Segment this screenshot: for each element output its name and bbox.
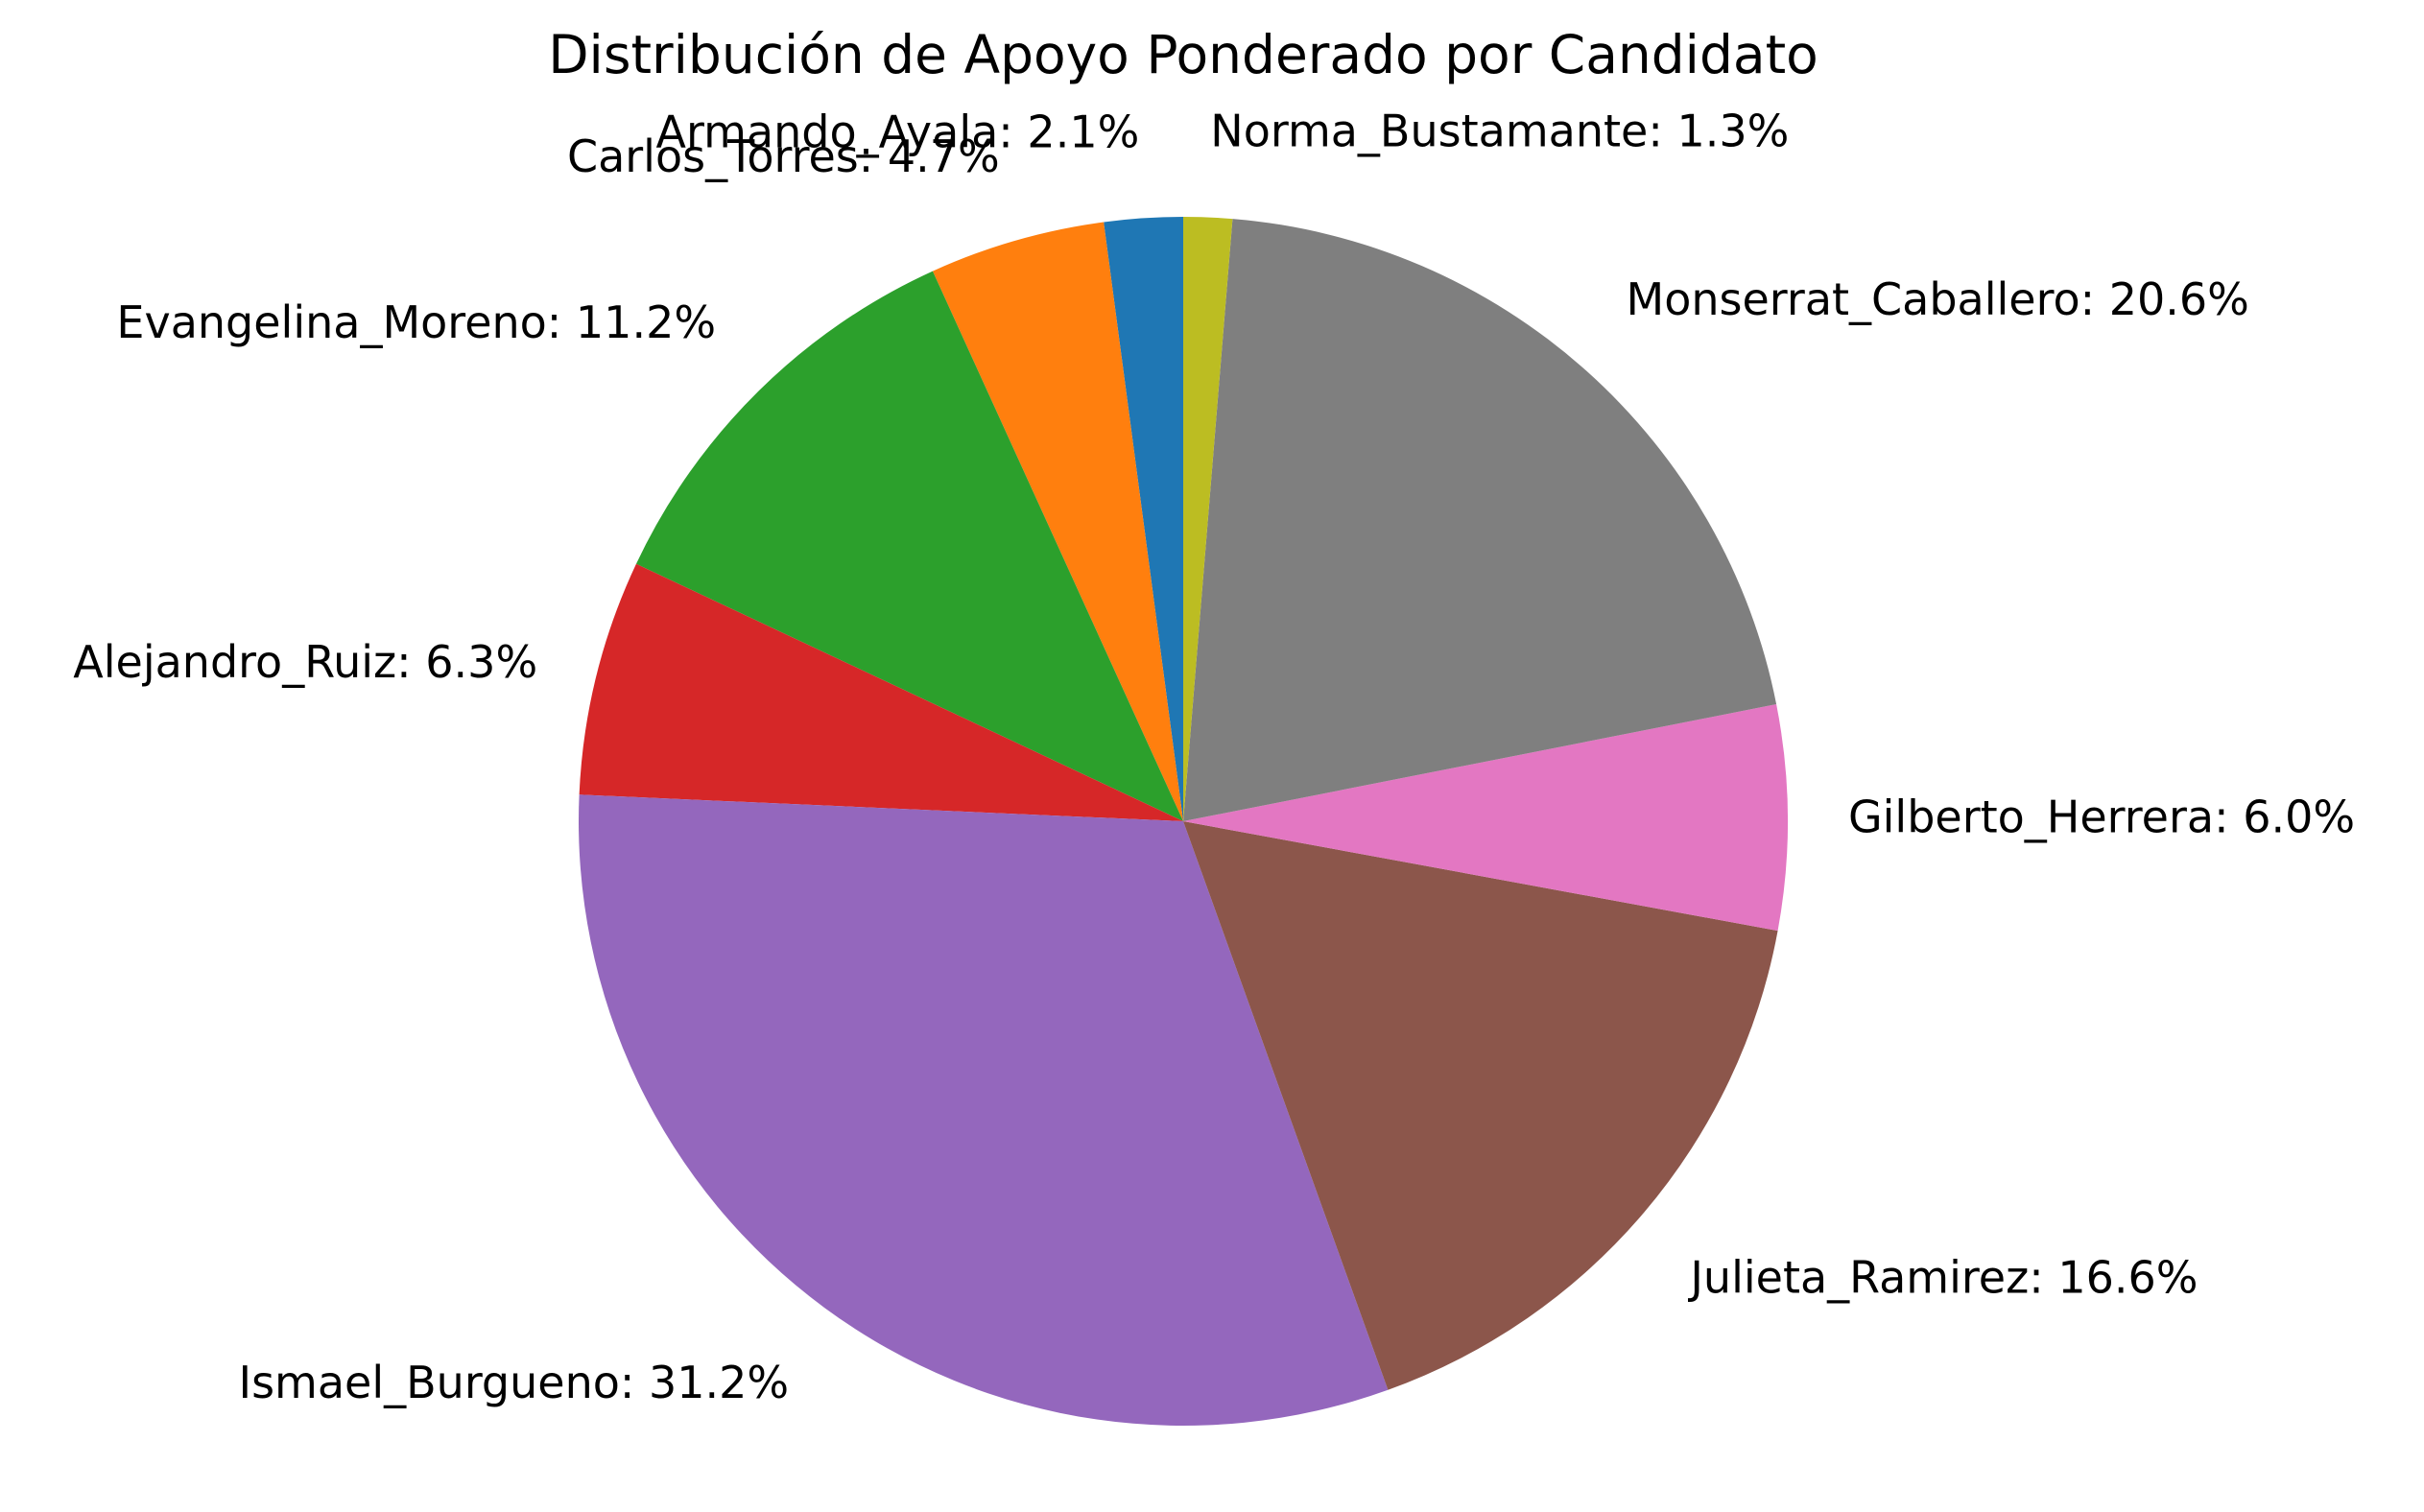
- pie-slice-alejandro-ruiz: [579, 563, 1183, 821]
- pie-slices: [579, 217, 1789, 1426]
- pie-slice-armando-ayala: [1104, 217, 1183, 821]
- pie-slice-norma-bustamante: [1183, 217, 1233, 821]
- pie-slice-gilberto-herrera: [1183, 704, 1789, 932]
- pie-label-norma-bustamante: Norma_Bustamante: 1.3%: [1210, 106, 1789, 157]
- pie-labels: Armando_Ayala: 2.1%Carlos_Torres: 4.7% Ev…: [73, 106, 2355, 1408]
- pie-label-julieta-ramirez: Julieta_Ramirez: 16.6%: [1687, 1251, 2198, 1303]
- pie-label-evangelina-moreno: Evangelina_Moreno: 11.2%: [116, 296, 716, 348]
- pie-label-alejandro-ruiz: Alejandro_Ruiz: 6.3%: [73, 636, 537, 688]
- pie-label-carlos-torres: Carlos_Torres: 4.7%: [567, 130, 1000, 182]
- pie-slice-julieta-ramirez: [1183, 821, 1778, 1390]
- pie-slice-carlos-torres: [932, 222, 1183, 822]
- pie-label-ismael-burgueno: Ismael_Burgueno: 31.2%: [239, 1357, 790, 1408]
- pie-slice-evangelina-moreno: [635, 271, 1183, 821]
- chart-title: Distribución de Apoyo Ponderado por Cand…: [548, 24, 1818, 85]
- pie-slice-monserrat-caballero: [1183, 219, 1777, 822]
- pie-label-gilberto-herrera: Gilberto_Herrera: 6.0%: [1848, 791, 2355, 843]
- pie-slice-ismael-burgueno: [579, 794, 1389, 1426]
- pie-label-armando-ayala: Armando_Ayala: 2.1%: [656, 106, 1140, 158]
- pie-label-monserrat-caballero: Monserrat_Caballero: 20.6%: [1627, 273, 2249, 325]
